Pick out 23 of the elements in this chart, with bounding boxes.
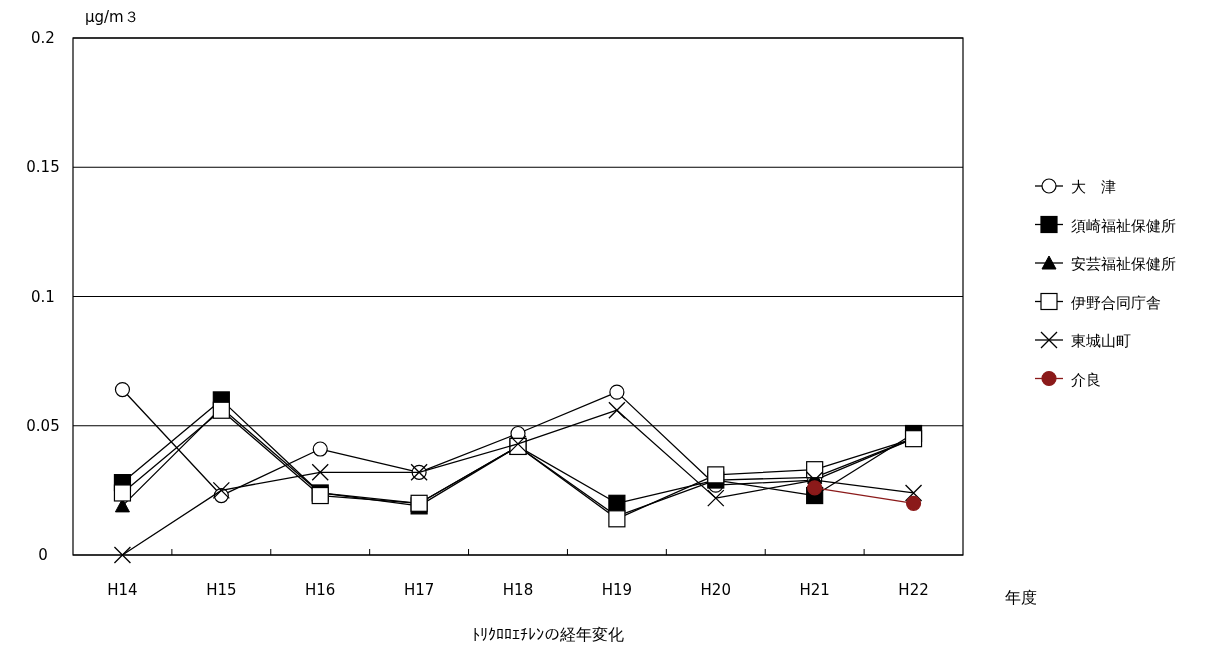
x-tick-label: H18	[502, 581, 534, 599]
x-tick-label: H16	[305, 581, 336, 599]
legend-label: 大 津	[1071, 178, 1116, 196]
x-tick-label: H20	[700, 581, 731, 599]
y-axis-title: μg/m３	[85, 8, 139, 26]
x-tick-label: H21	[799, 581, 830, 599]
legend-label: 安芸福祉保健所	[1071, 255, 1176, 273]
legend-label: 東城山町	[1071, 332, 1131, 350]
y-tick-label: 0.05	[26, 416, 60, 435]
legend-label: 伊野合同庁舎	[1071, 293, 1161, 312]
x-tick-label: H22	[898, 581, 929, 599]
y-tick-label: 0.2	[31, 29, 55, 47]
text: ﾄﾘｸﾛﾛｴﾁﾚﾝの経年変化	[472, 625, 624, 644]
x-tick-label: H14	[107, 581, 138, 599]
y-tick-label: 0.15	[26, 158, 60, 177]
legend-label: 介良	[1071, 370, 1101, 389]
x-tick-label: H15	[206, 581, 237, 599]
y-tick-label: 0	[38, 546, 48, 564]
x-tick-label: H17	[403, 581, 435, 599]
x-tick-label: H19	[601, 581, 633, 599]
legend-label: 須崎福祉保健所	[1071, 216, 1176, 235]
x-axis-title: 年度	[1005, 588, 1037, 607]
y-tick-label: 0.1	[31, 287, 55, 306]
